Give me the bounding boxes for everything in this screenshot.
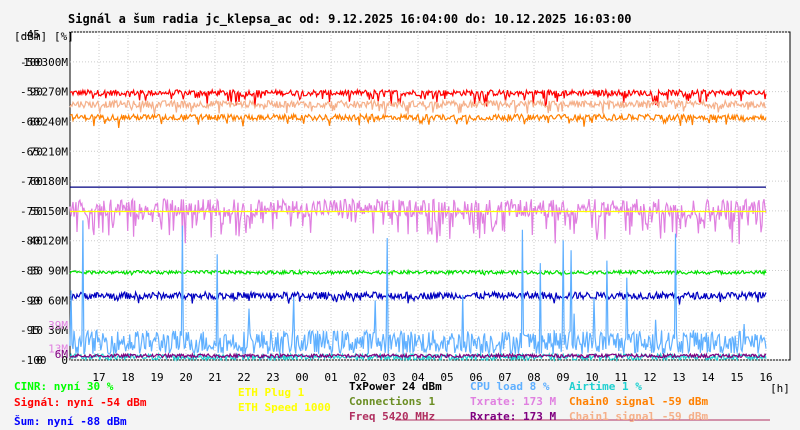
x-axis-labels: 17 18 19 20 21 22 23 00 01 02 03 04 05 06 07 08 09 10 11 12…	[92, 371, 790, 395]
y-tick-rate: 240M	[42, 115, 69, 128]
x-tick-label: 10	[585, 371, 598, 384]
y-tick-dbm: -95	[20, 324, 40, 337]
x-tick-label: 08	[527, 371, 540, 384]
y-tick-pct: 0	[36, 354, 43, 367]
plot-area	[69, 31, 791, 361]
y-tick-rate: 0	[61, 354, 68, 367]
x-tick-label: 05	[440, 371, 453, 384]
y-tick-pct: 70	[30, 145, 43, 158]
y-tick-rate: 120M	[42, 235, 69, 248]
series-chain1-signal	[69, 98, 767, 116]
y-tick-pct: 50	[30, 205, 43, 218]
legend-signal: Signál: nyní -54 dBm	[14, 396, 147, 409]
y-tick-dbm: -55	[20, 86, 40, 99]
y-tick-dbm: -90	[20, 294, 40, 307]
series-cinr	[69, 268, 767, 277]
legend-cpu-load: CPU load 8 %	[470, 380, 550, 393]
x-tick-label: 03	[382, 371, 395, 384]
x-tick-label: 22	[237, 371, 250, 384]
series--um	[69, 289, 767, 305]
y-tick-pct: 100	[23, 56, 43, 69]
y-side-mark: 6M	[55, 348, 69, 361]
y-tick-pct: 80	[30, 115, 43, 128]
y-tick-pct: 10	[30, 324, 43, 337]
x-tick-label: 19	[150, 371, 163, 384]
y-tick-rate: 60M	[48, 294, 68, 307]
y-tick-rate: 210M	[42, 145, 69, 158]
x-tick-label: 15	[730, 371, 743, 384]
y-tick-dbm: -85	[20, 265, 40, 278]
legend-rxrate: Rxrate: 173 M	[470, 410, 557, 423]
x-unit: [h]	[770, 382, 790, 395]
series-rxrate	[69, 352, 767, 360]
x-tick-label: 14	[701, 371, 715, 384]
x-tick-label: 01	[324, 371, 337, 384]
y-tick-rate: 270M	[42, 86, 69, 99]
y-tick-dbm: -45	[20, 28, 40, 41]
x-tick-label: 02	[353, 371, 366, 384]
x-tick-label: 11	[614, 371, 627, 384]
x-tick-label: 17	[92, 371, 105, 384]
x-tick-label: 16	[759, 371, 772, 384]
y-tick-rate: 90M	[48, 265, 68, 278]
y-axis-labels: -45-50100300M-5590270M-6080240M-6570210M…	[14, 28, 74, 367]
legend-txpower: TxPower 24 dBm	[349, 380, 442, 393]
y-unit-dbm: [dBm]	[14, 30, 47, 43]
legend-freq: Freq 5420 MHz	[349, 410, 436, 423]
series-txrate	[69, 197, 767, 245]
y-tick-dbm: -100	[20, 354, 47, 367]
series-lines	[69, 87, 767, 363]
x-tick-label: 06	[469, 371, 482, 384]
legend-noise: Šum: nyní -88 dBm	[14, 415, 127, 428]
x-tick-label: 07	[498, 371, 511, 384]
x-tick-label: 20	[179, 371, 192, 384]
x-tick-label: 18	[121, 371, 134, 384]
legend-chain0: Chain0 signal -59 dBm	[569, 395, 709, 408]
x-tick-label: 12	[643, 371, 656, 384]
chart-title: Signál a šum radia jc_klepsa_ac od: 9.12…	[68, 12, 632, 26]
legend-eth-speed: ETH Speed 1000	[238, 401, 331, 414]
x-tick-label: 04	[411, 371, 425, 384]
x-tick-label: 21	[208, 371, 221, 384]
legend-txrate: Txrate: 173 M	[470, 395, 557, 408]
y-tick-dbm: -50	[20, 56, 40, 69]
x-tick-label: 09	[556, 371, 569, 384]
y-tick-pct: 60	[30, 175, 43, 188]
series-cpu-load	[69, 220, 767, 356]
y-tick-dbm: -70	[20, 175, 40, 188]
y-tick-dbm: -65	[20, 145, 40, 158]
legend-connections: Connections 1	[349, 395, 436, 408]
y-tick-dbm: -60	[20, 115, 40, 128]
series-chain0-signal	[69, 112, 767, 128]
legend-airtime: Airtime 1 %	[569, 380, 642, 393]
y-side-mark: 13M	[48, 343, 68, 356]
y-unit-pct: [%]	[54, 30, 74, 43]
y-tick-rate: 300M	[42, 56, 69, 69]
y-tick-pct: 40	[30, 235, 43, 248]
x-tick-label: 23	[266, 371, 279, 384]
y-tick-rate: 150M	[42, 205, 69, 218]
x-tick-label: 00	[295, 371, 308, 384]
legend-eth-plug: ETH Plug 1	[238, 386, 305, 399]
y-tick-dbm: -75	[20, 205, 40, 218]
y-side-mark: 39M	[48, 319, 68, 332]
y-tick-rate: 180M	[42, 175, 69, 188]
legend-chain1: Chain1 signal -59 dBm	[569, 410, 709, 423]
y-tick-pct: 20	[30, 294, 43, 307]
series-sign-l	[69, 87, 767, 108]
x-tick-label: 13	[672, 371, 685, 384]
legend-cinr: CINR: nyní 30 %	[14, 380, 114, 393]
y-tick-dbm: -80	[20, 235, 40, 248]
y-tick-pct: 30	[30, 265, 43, 278]
y-tick-rate: 30M	[48, 324, 68, 337]
y-tick-pct: 90	[30, 86, 43, 99]
